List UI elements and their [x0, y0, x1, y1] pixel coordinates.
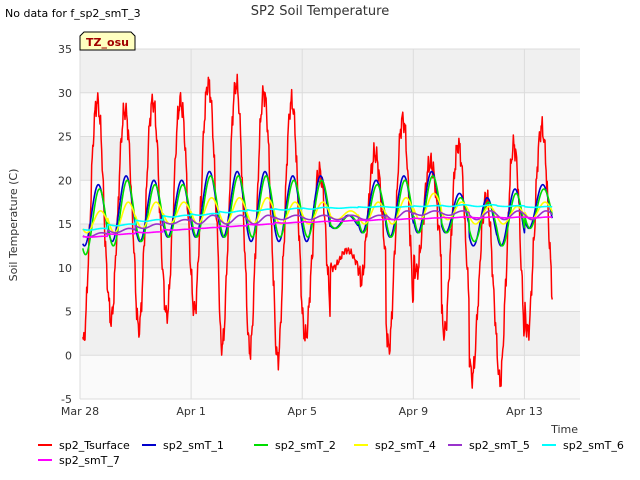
y-tick-label: 5 [65, 306, 72, 319]
legend-swatch [354, 444, 368, 446]
y-tick-label: 20 [58, 174, 72, 187]
y-axis-ticks: -5 0 5 10 15 20 25 30 35 [58, 43, 72, 406]
legend-label: sp2_smT_6 [563, 438, 624, 452]
chart-title: SP2 Soil Temperature [251, 4, 389, 19]
legend-label: sp2_smT_2 [275, 438, 336, 452]
legend-label: sp2_smT_7 [59, 453, 120, 467]
legend-swatch [142, 444, 156, 446]
x-tick-label: Apr 13 [506, 405, 543, 418]
legend-item: sp2_smT_5 [448, 438, 530, 452]
y-tick-label: 0 [65, 349, 72, 362]
legend-swatch [38, 444, 52, 446]
legend-item: sp2_smT_1 [142, 438, 224, 452]
legend-item: sp2_smT_7 [38, 453, 120, 467]
y-tick-label: 25 [58, 131, 72, 144]
x-tick-label: Mar 28 [61, 405, 99, 418]
legend-label: sp2_smT_4 [375, 438, 436, 452]
legend-swatch [38, 459, 52, 461]
series-line-sp2_smT_6 [82, 203, 553, 231]
series-line-sp2_smT_2 [82, 175, 553, 256]
y-tick-label: 30 [58, 87, 72, 100]
tz-badge-label: TZ_osu [86, 36, 129, 49]
legend-label: sp2_smT_1 [163, 438, 224, 452]
legend-item: sp2_smT_2 [254, 438, 336, 452]
no-data-note: No data for f_sp2_smT_3 [5, 7, 141, 20]
legend-item: sp2_smT_4 [354, 438, 436, 452]
x-axis-label: Time [550, 423, 578, 436]
legend-swatch [254, 444, 268, 446]
plot-band [80, 49, 580, 93]
legend-item: sp2_smT_6 [542, 438, 624, 452]
tz-badge: TZ_osu [79, 31, 136, 51]
tz-badge-shape [79, 31, 136, 51]
plot-band [80, 224, 580, 268]
series-line-sp2_smT_5 [82, 210, 553, 238]
x-tick-label: Apr 5 [287, 405, 317, 418]
legend-label: sp2_Tsurface [59, 438, 130, 452]
plot-band [80, 311, 580, 356]
x-axis-ticks: Mar 28 Apr 1 Apr 5 Apr 9 Apr 13 [61, 405, 543, 418]
series-layer [82, 73, 553, 389]
legend-swatch [448, 444, 462, 446]
x-tick-label: Apr 1 [176, 405, 206, 418]
series-line-sp2_smT_7 [82, 216, 553, 238]
y-tick-label: 15 [58, 218, 72, 231]
legend-item: sp2_Tsurface [38, 438, 130, 452]
y-axis-label: Soil Temperature (C) [7, 169, 20, 282]
y-tick-label: -5 [61, 393, 72, 406]
legend-label: sp2_smT_5 [469, 438, 530, 452]
legend-swatch [542, 444, 556, 446]
plot-band [80, 136, 580, 181]
y-tick-label: 10 [58, 262, 72, 275]
x-tick-label: Apr 9 [399, 405, 429, 418]
y-tick-label: 35 [58, 43, 72, 56]
